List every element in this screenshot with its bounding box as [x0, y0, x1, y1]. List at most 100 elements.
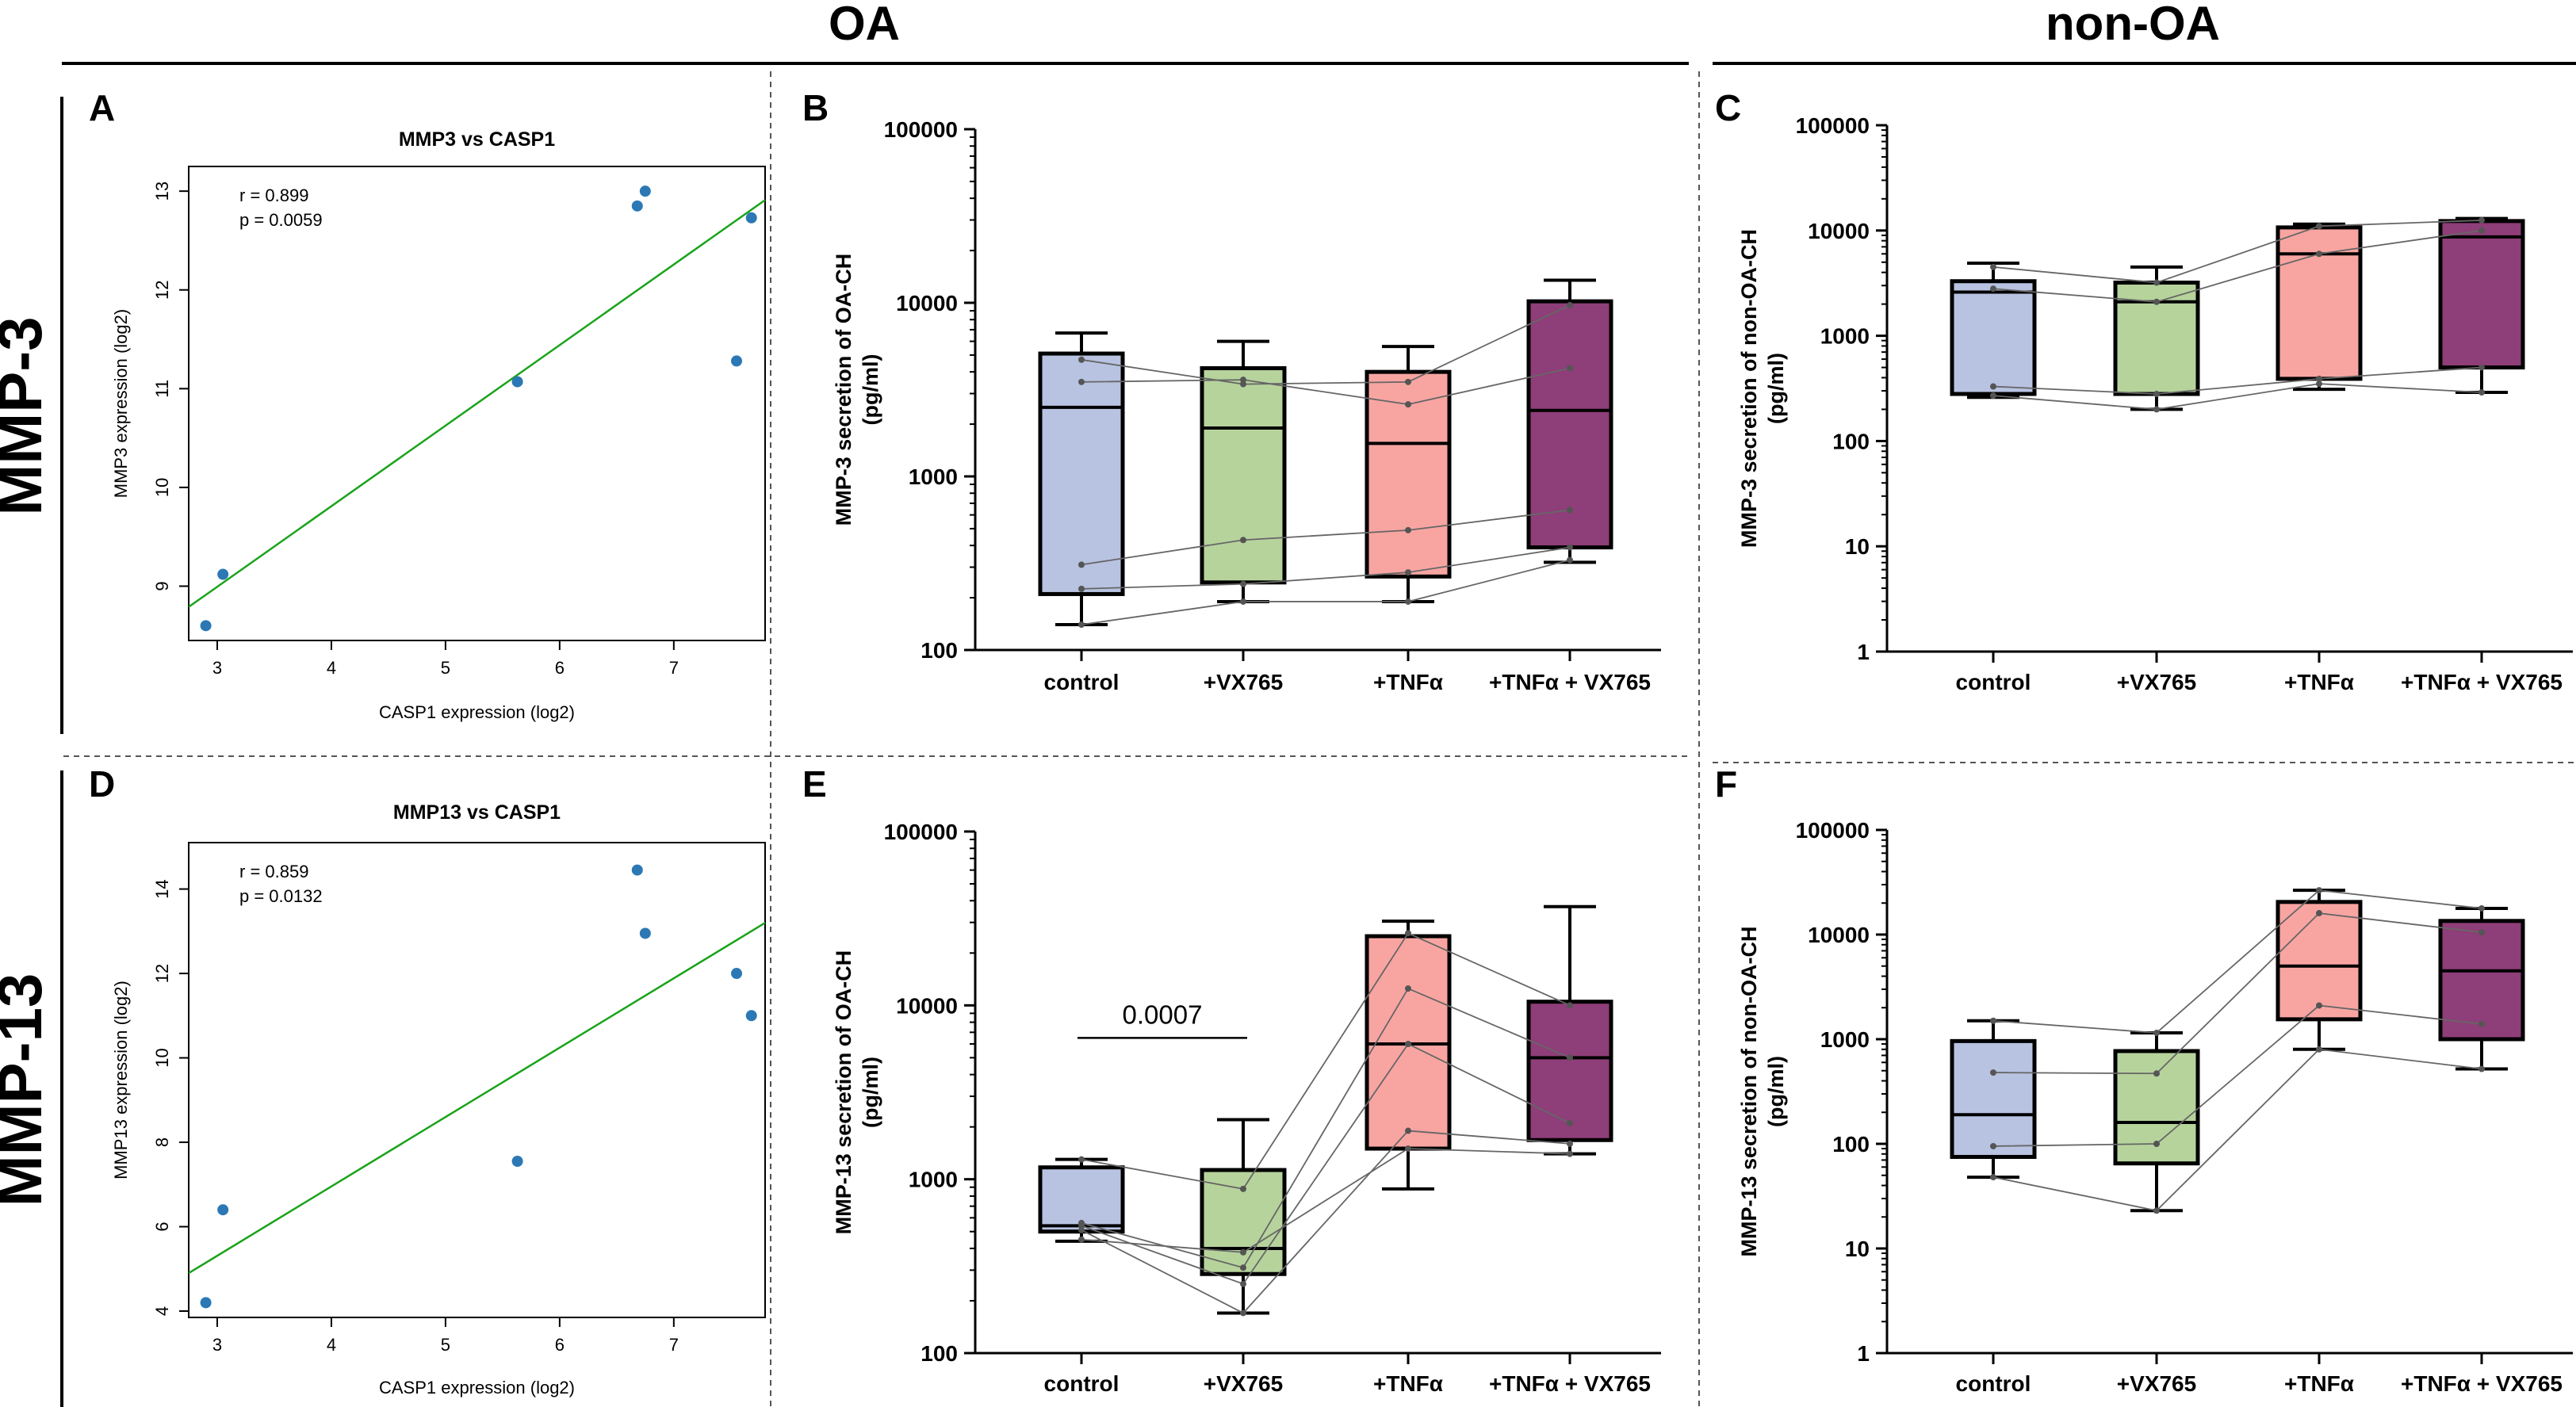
paired-point	[1405, 598, 1411, 605]
paired-line	[1081, 509, 1571, 566]
y-axis-unit: (pg/ml)	[859, 354, 882, 426]
paired-point	[2316, 223, 2322, 230]
y-tick-label: 10000	[1808, 923, 1870, 947]
category-label: +TNFα	[1373, 670, 1443, 694]
x-tick-label: 7	[669, 1335, 679, 1355]
y-tick-label: 9	[152, 581, 172, 591]
category-label: +VX765	[1204, 670, 1283, 694]
paired-point	[1990, 1017, 1996, 1024]
paired-point	[2153, 1207, 2160, 1214]
panel-label-b: B	[802, 87, 829, 128]
data-point	[217, 568, 229, 580]
category-label: +TNFα + VX765	[1489, 1371, 1651, 1396]
y-tick-label: 10	[1845, 534, 1870, 559]
paired-point	[2316, 1046, 2322, 1053]
paired-point	[1990, 1142, 1996, 1149]
paired-point	[1567, 1119, 1573, 1126]
paired-point	[1567, 1054, 1573, 1061]
paired-point	[1990, 392, 1996, 400]
paired-point	[2478, 227, 2485, 234]
y-tick-label: 1000	[1820, 324, 1870, 349]
box-body	[1038, 351, 1125, 596]
x-tick-label: 5	[441, 1335, 450, 1355]
box-4	[1526, 904, 1613, 1156]
category-label: +TNFα + VX765	[1489, 670, 1651, 694]
y-tick-label: 13	[152, 182, 172, 201]
paired-point	[1405, 930, 1411, 937]
paired-line	[1992, 366, 2482, 395]
paired-line	[1081, 367, 1571, 406]
regression-line	[188, 922, 766, 1275]
category-label: +TNFα	[2284, 670, 2354, 694]
paired-point	[1405, 1127, 1411, 1134]
paired-point	[1078, 1226, 1085, 1233]
panel-d-scatter: MMP13 vs CASP1 3 4 5 6 7 4 6 8 10 12 14 CASP1 expres…	[111, 801, 766, 1397]
paired-point	[1567, 544, 1573, 551]
box-4	[1526, 278, 1613, 564]
paired-line	[1081, 987, 1571, 1269]
panel-label-a: A	[89, 87, 115, 128]
x-tick-label: 7	[669, 658, 679, 678]
paired-point	[1405, 1040, 1411, 1047]
category-label: +VX765	[2117, 1371, 2196, 1396]
y-tick-label: 100000	[1796, 113, 1870, 138]
x-tick-label: 6	[555, 658, 565, 678]
paired-point	[2316, 375, 2322, 382]
paired-point	[2478, 904, 2485, 912]
paired-point	[1405, 401, 1411, 408]
y-tick-label: 1	[1857, 640, 1870, 664]
paired-point	[1078, 356, 1085, 363]
paired-point	[1078, 378, 1085, 385]
paired-point	[1567, 507, 1573, 514]
paired-point	[2478, 388, 2485, 396]
paired-point	[1405, 526, 1411, 533]
category-label: +VX765	[2117, 670, 2196, 694]
paired-point	[2153, 1070, 2160, 1077]
box-1	[1950, 1019, 2037, 1180]
paired-point	[2153, 1029, 2160, 1036]
x-tick-label: 5	[441, 658, 450, 678]
paired-line	[1992, 1004, 2482, 1147]
panel-label-d: D	[89, 763, 115, 805]
paired-line	[1992, 220, 2482, 284]
paired-point	[1990, 1069, 1996, 1076]
y-tick-label: 10000	[896, 993, 958, 1018]
paired-point	[2153, 279, 2160, 286]
data-point	[745, 1010, 757, 1022]
box-body	[1200, 366, 1287, 585]
y-tick-label: 1	[1857, 1341, 1870, 1366]
paired-point	[1078, 561, 1085, 568]
stats-text: p = 0.0059	[239, 210, 323, 230]
data-point	[511, 1155, 523, 1167]
paired-point	[1240, 1310, 1246, 1317]
paired-point	[2316, 250, 2322, 258]
data-point	[731, 355, 743, 367]
paired-point	[1078, 585, 1085, 592]
category-label: control	[1044, 1371, 1120, 1396]
paired-point	[1240, 580, 1246, 587]
data-point	[200, 1297, 212, 1309]
paired-line	[1081, 304, 1571, 385]
y-axis-label: MMP-13 secretion of OA-CH	[832, 950, 855, 1235]
paired-point	[1405, 1145, 1411, 1153]
data-point	[631, 200, 643, 212]
y-tick-label: 1000	[909, 465, 958, 489]
plot-frame	[188, 166, 766, 641]
panel-label-e: E	[802, 763, 827, 805]
stats-text: r = 0.899	[239, 185, 308, 205]
box-3	[2276, 222, 2363, 392]
y-tick-label: 10	[152, 1048, 172, 1067]
y-tick-label: 100000	[884, 117, 958, 142]
significance-p-value: 0.0007	[1123, 1000, 1203, 1029]
paired-point	[2478, 1020, 2485, 1027]
paired-point	[1240, 377, 1246, 384]
paired-point	[2153, 298, 2160, 305]
x-tick-label: 4	[327, 658, 336, 678]
box-body	[1200, 1168, 1287, 1276]
panel-f-boxplot: 1 10 100 1000 10000 100000 MMP-13 secretion of…	[1737, 818, 2573, 1396]
paired-point	[1078, 1236, 1085, 1243]
paired-point	[1990, 383, 1996, 390]
box-2	[2113, 265, 2200, 411]
y-axis-unit: (pg/ml)	[859, 1057, 882, 1128]
